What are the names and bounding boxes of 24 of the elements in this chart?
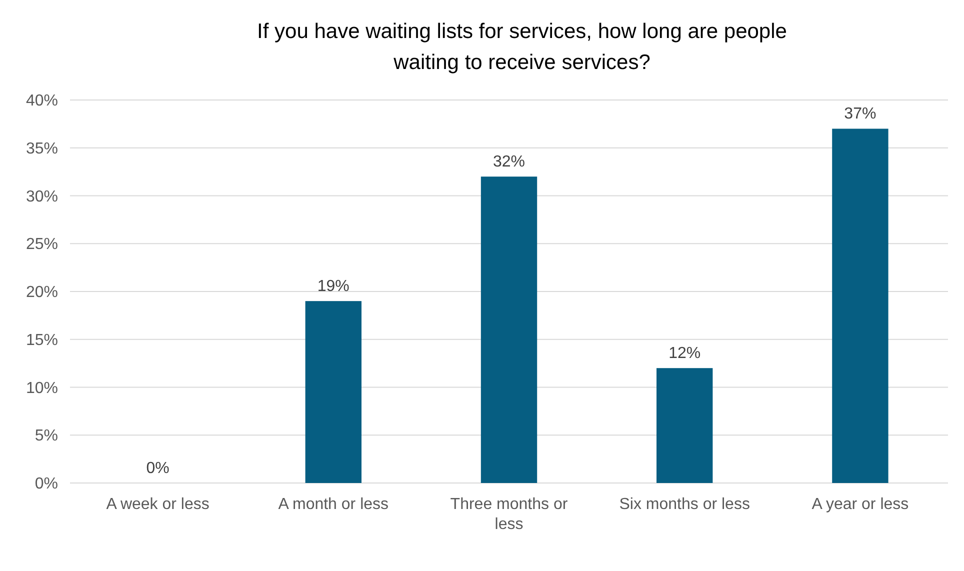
bar — [480, 176, 538, 483]
y-tick-label: 20% — [26, 284, 58, 302]
data-label: 0% — [146, 460, 170, 477]
data-label: 12% — [668, 345, 701, 362]
y-tick-label: 40% — [26, 92, 58, 110]
bar — [832, 128, 888, 483]
x-tick-label: A week or less — [106, 496, 210, 513]
y-tick-label: 0% — [34, 476, 58, 493]
x-tick-label: A month or less — [278, 496, 389, 513]
bar — [656, 368, 713, 483]
y-tick-label: 5% — [34, 428, 58, 445]
x-tick-label: Three months or less — [450, 496, 568, 533]
y-tick-label: 10% — [26, 380, 58, 397]
y-tick-label: 30% — [26, 188, 58, 206]
y-tick-label: 25% — [26, 236, 58, 254]
y-tick-label: 15% — [26, 332, 58, 349]
data-label: 37% — [844, 106, 876, 123]
chart-title: If you have waiting lists for services, how long are people waiting to receive services? — [257, 20, 787, 74]
data-label: 32% — [492, 154, 526, 171]
y-tick-label: 35% — [26, 140, 58, 158]
x-tick-label: A year or less — [812, 496, 909, 513]
bar — [305, 301, 362, 483]
data-label: 19% — [317, 278, 350, 296]
x-tick-label: Six months or less — [619, 496, 750, 513]
